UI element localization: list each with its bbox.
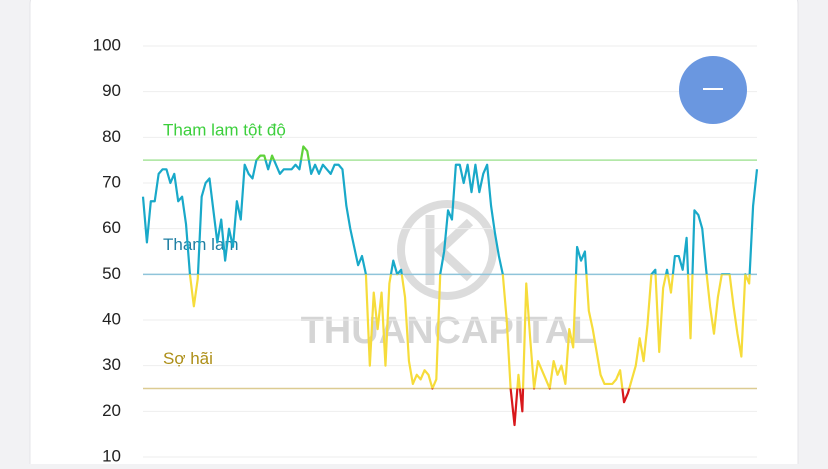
- collapse-button[interactable]: [679, 56, 747, 124]
- reference-label: Tham lam tột độ: [163, 121, 286, 140]
- y-tick-label: 40: [102, 309, 121, 328]
- y-tick-label: 70: [102, 172, 121, 191]
- y-tick-label: 80: [102, 127, 121, 146]
- watermark-logo: [397, 200, 497, 300]
- y-tick-label: 20: [102, 401, 121, 420]
- card: [29, 0, 799, 469]
- y-tick-label: 90: [102, 81, 121, 100]
- series-line: [141, 160, 759, 275]
- y-tick-label: 10: [102, 446, 121, 464]
- watermark-text: THUANCAPITAL: [301, 310, 596, 352]
- reference-label: Tham lam: [163, 235, 239, 254]
- y-tick-label: 60: [102, 218, 121, 237]
- reference-label: Sợ hãi: [163, 349, 213, 368]
- y-tick-label: 100: [93, 35, 121, 54]
- y-tick-label: 30: [102, 355, 121, 374]
- y-tick-label: 50: [102, 264, 121, 283]
